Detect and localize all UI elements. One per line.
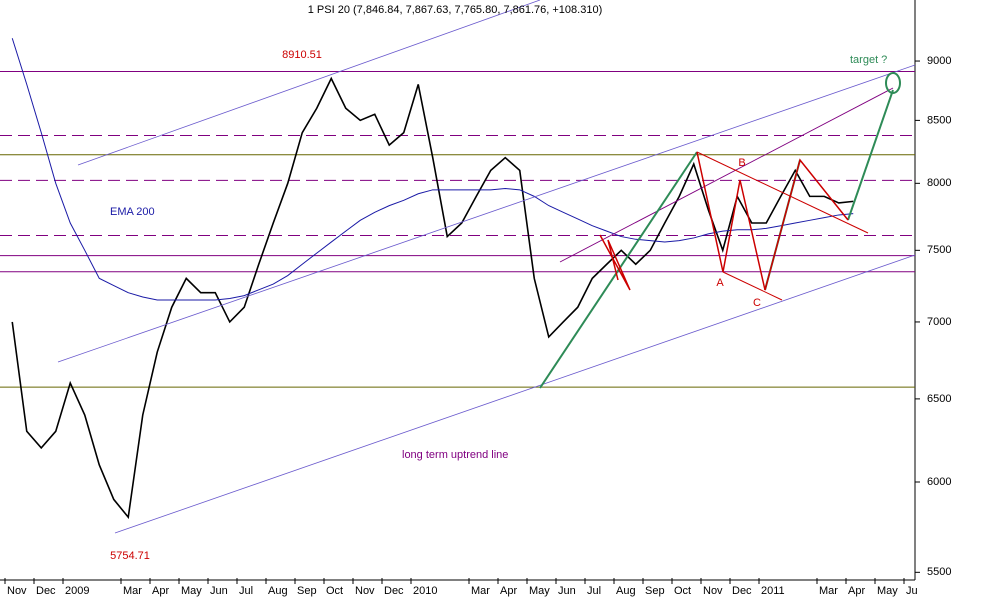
annotation: A <box>716 277 724 289</box>
target-ellipse <box>885 72 901 94</box>
pattern-line <box>696 151 869 234</box>
x-tick-label: Sep <box>645 585 665 597</box>
trend-lines <box>57 0 916 534</box>
plot <box>0 38 915 520</box>
y-tick-label: 6000 <box>927 476 951 488</box>
wave-line <box>847 89 894 221</box>
x-tick-label: Oct <box>674 585 691 597</box>
x-tick-label: Nov <box>355 585 375 597</box>
pattern-line <box>599 234 631 291</box>
x-tick-label: Oct <box>326 585 343 597</box>
x-tick-label: Jun <box>210 585 228 597</box>
x-tick-label: Aug <box>268 585 288 597</box>
annotation: target ? <box>850 54 887 66</box>
x-tick-label: Nov <box>703 585 723 597</box>
x-tick-label: May <box>877 585 898 597</box>
x-tick-label: 2011 <box>761 585 785 597</box>
x-tick-label: Dec <box>732 585 752 597</box>
y-tick-label: 5500 <box>927 566 951 578</box>
x-tick-label: 2010 <box>413 585 437 597</box>
annotation: C <box>753 297 761 309</box>
x-tick-label: 2009 <box>65 585 89 597</box>
x-tick-label: Apr <box>152 585 169 597</box>
x-tick-label: Mar <box>819 585 838 597</box>
y-tick-label: 7000 <box>927 316 951 328</box>
x-tick-label: Apr <box>848 585 865 597</box>
x-tick-label: Aug <box>616 585 636 597</box>
x-tick-label: Apr <box>500 585 517 597</box>
annotation: 8910.51 <box>282 49 322 61</box>
x-tick-label: Jul <box>239 585 253 597</box>
annotation: B <box>738 157 745 169</box>
annotation: long term uptrend line <box>402 449 508 461</box>
pattern-line <box>722 271 783 301</box>
x-tick-label: Dec <box>384 585 404 597</box>
x-tick-label: Jul <box>587 585 601 597</box>
y-tick-label: 7500 <box>927 244 951 256</box>
x-tick-label: Dec <box>36 585 56 597</box>
pattern-line <box>696 151 849 291</box>
x-tick-label: Mar <box>123 585 142 597</box>
channel-line <box>77 0 541 166</box>
annotation: 5754.71 <box>110 550 150 562</box>
channel-line <box>559 87 894 263</box>
y-tick-label: 9000 <box>927 55 951 67</box>
y-tick-label: 6500 <box>927 393 951 405</box>
chart-title: 1 PSI 20 (7,846.84, 7,867.63, 7,765.80, … <box>308 4 603 16</box>
x-tick-label: Jun <box>558 585 576 597</box>
uptrend-line <box>114 254 916 534</box>
series-line <box>11 38 854 301</box>
y-tick-label: 8000 <box>927 177 951 189</box>
x-tick-label: May <box>529 585 550 597</box>
annotation: EMA 200 <box>110 206 155 218</box>
x-tick-label: May <box>181 585 202 597</box>
y-tick-label: 8500 <box>927 114 951 126</box>
x-tick-label: Mar <box>471 585 490 597</box>
x-tick-label: Nov <box>7 585 27 597</box>
x-tick-label: Ju <box>906 585 918 597</box>
x-tick-label: Sep <box>297 585 317 597</box>
channel-line <box>57 64 916 363</box>
